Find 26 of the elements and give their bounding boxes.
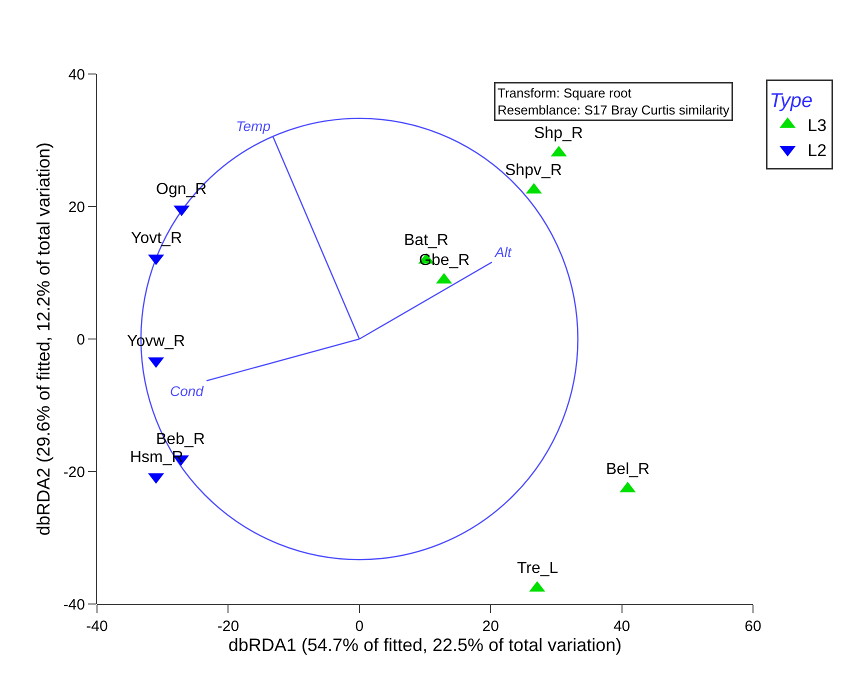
x-axis-title: dbRDA1 (54.7% of fitted, 22.5% of total variation) xyxy=(228,635,622,656)
x-tick-label: 20 xyxy=(482,618,499,635)
x-tick-label: 60 xyxy=(744,618,762,635)
annotation: Shp_R xyxy=(534,125,583,142)
legend-title: Type xyxy=(770,90,813,112)
x-tick-label: -40 xyxy=(86,618,108,635)
annotation: Gbe_R xyxy=(419,252,470,269)
annotation: Tre_L xyxy=(517,560,558,577)
x-tick-label: 40 xyxy=(613,618,630,635)
y-tick-label: 20 xyxy=(68,198,85,216)
legend-label: L3 xyxy=(808,116,827,135)
y-tick-label: 0 xyxy=(76,331,85,348)
y-tick-label: -40 xyxy=(63,596,85,614)
series-label: Temp xyxy=(236,118,271,134)
annotation: Transform: Square root Resemblance: S17 Bray Curtis similarity xyxy=(498,86,730,118)
series-label: Alt xyxy=(494,244,512,260)
annotation: Shpv_R xyxy=(505,162,562,179)
series-label: Cond xyxy=(170,383,205,399)
annotation: Bat_R xyxy=(404,232,448,249)
x-tick-label: -20 xyxy=(217,618,240,635)
annotation: Bel_R xyxy=(606,461,650,478)
y-tick-label: -20 xyxy=(63,464,85,481)
x-tick-label: 0 xyxy=(355,618,364,635)
y-tick-label: 40 xyxy=(68,66,85,84)
y-axis-title: dbRDA2 (29.6% of fitted, 12.2% of total variation) xyxy=(34,142,54,536)
legend-label: L2 xyxy=(808,141,827,160)
